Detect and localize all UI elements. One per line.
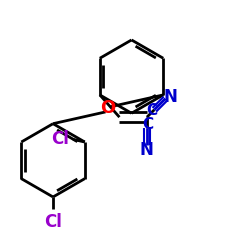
Text: N: N [140, 141, 154, 159]
Text: C: C [143, 117, 154, 132]
Text: Cl: Cl [51, 130, 69, 148]
Text: C: C [147, 103, 158, 118]
Text: N: N [163, 88, 177, 106]
Text: Cl: Cl [44, 213, 62, 231]
Text: O: O [100, 99, 116, 117]
